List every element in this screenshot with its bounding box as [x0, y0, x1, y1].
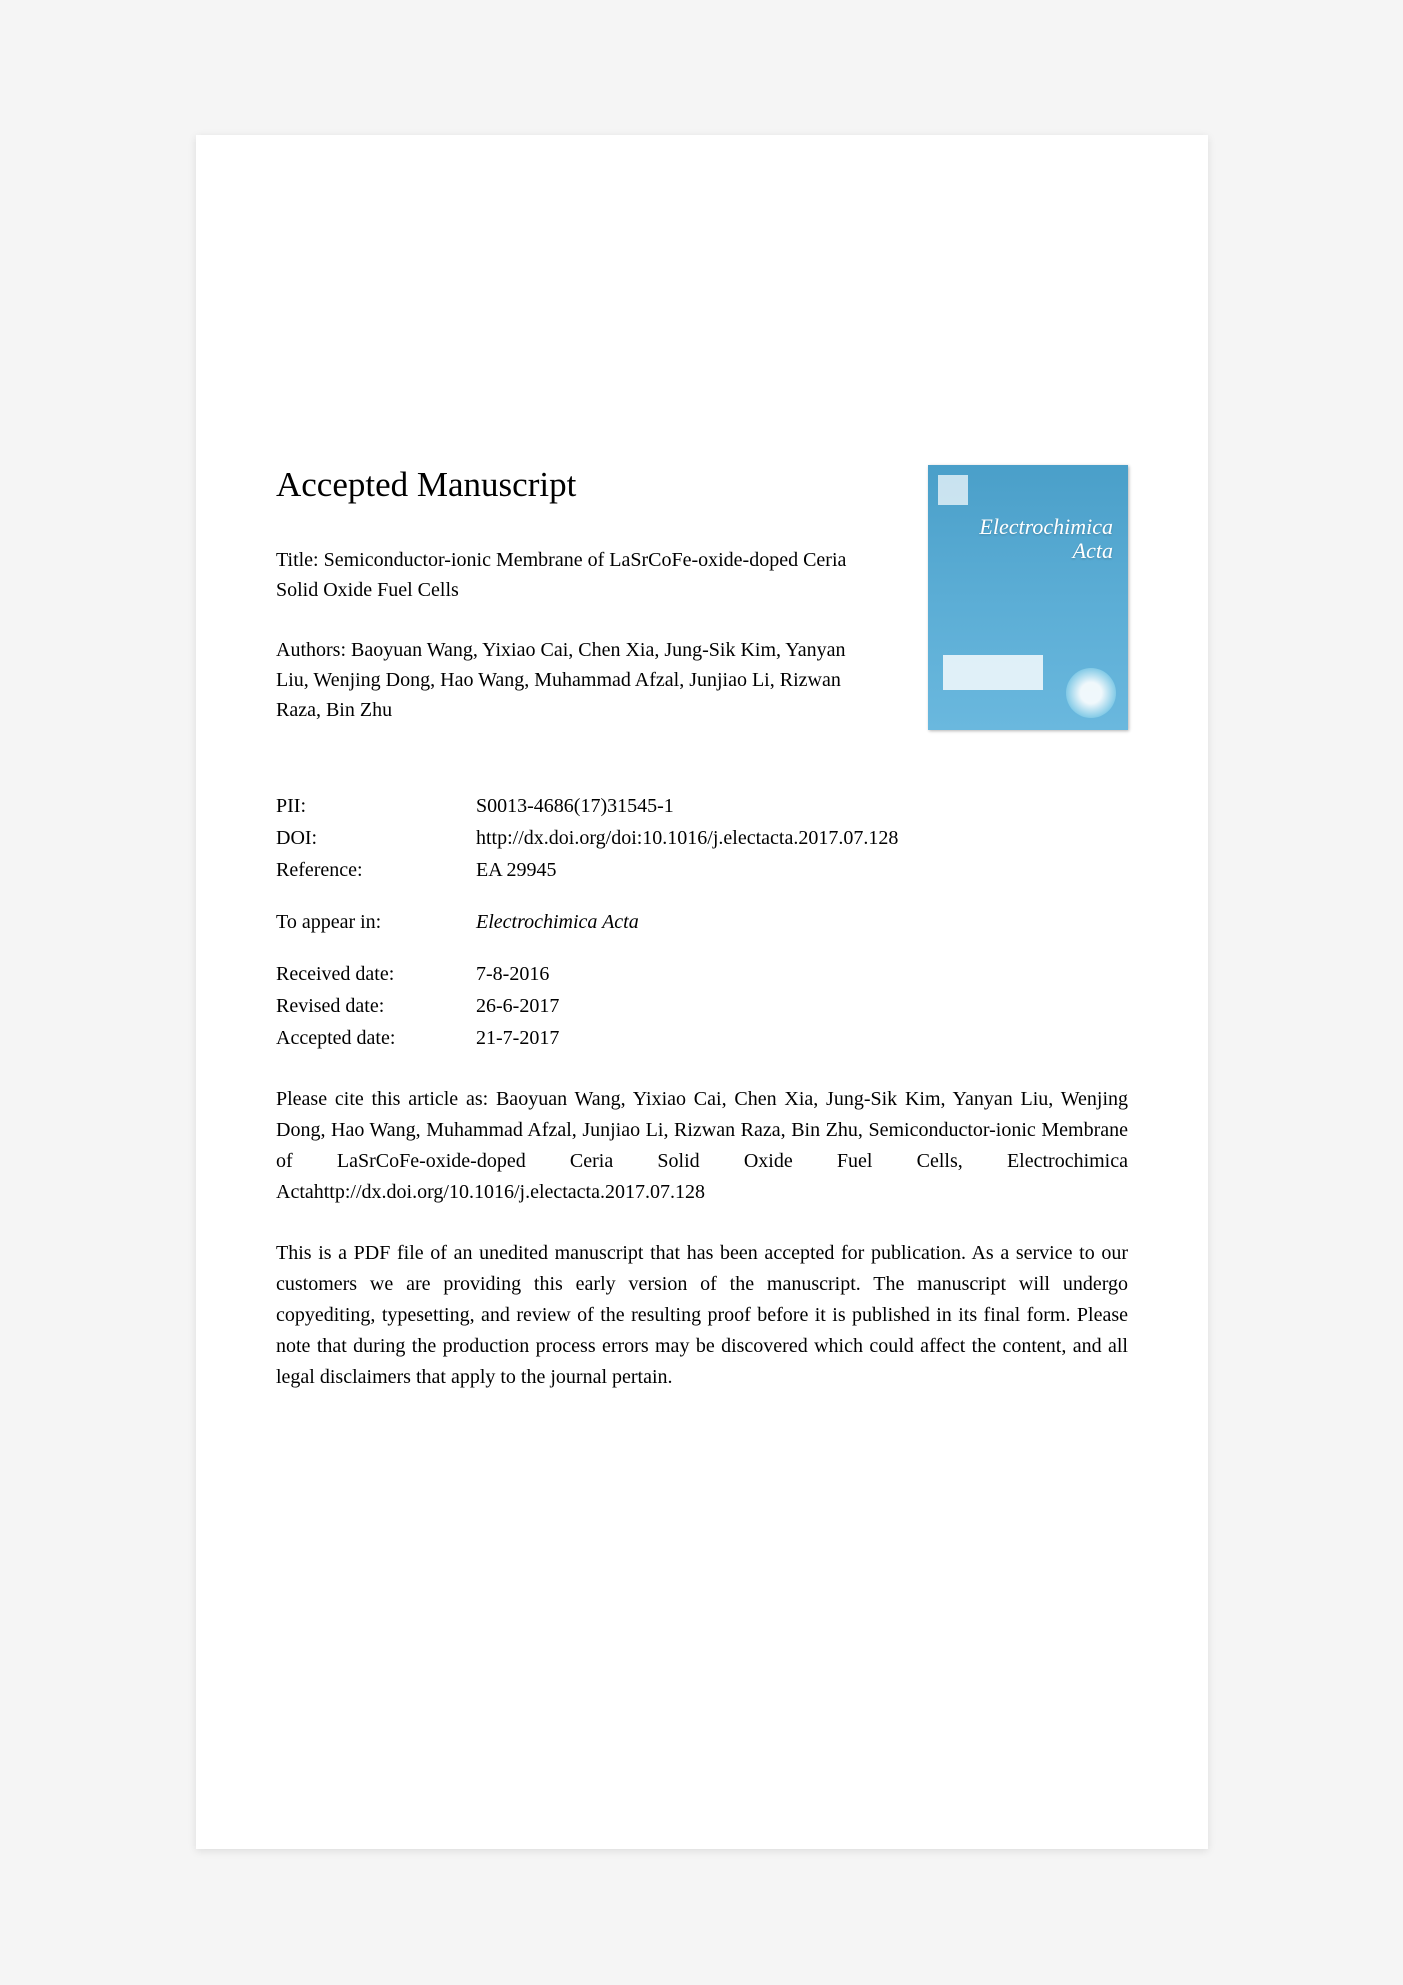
paper-page: Accepted Manuscript Title: Semiconductor…	[196, 135, 1208, 1849]
doi-label: DOI:	[276, 822, 476, 854]
cover-journal-name-line1: Electrochimica	[979, 514, 1113, 539]
pii-value: S0013-4686(17)31545-1	[476, 790, 1128, 822]
metadata-row-revised: Revised date: 26-6-2017	[276, 990, 1128, 1022]
metadata-row-accepted: Accepted date: 21-7-2017	[276, 1022, 1128, 1054]
received-value: 7-8-2016	[476, 958, 1128, 990]
disclaimer-text: This is a PDF file of an unedited manusc…	[276, 1238, 1128, 1393]
manuscript-heading: Accepted Manuscript	[276, 465, 856, 505]
cover-globe-icon	[1066, 668, 1116, 718]
metadata-row-received: Received date: 7-8-2016	[276, 958, 1128, 990]
metadata-row-reference: Reference: EA 29945	[276, 854, 1128, 886]
revised-label: Revised date:	[276, 990, 476, 1022]
toappear-label: To appear in:	[276, 906, 476, 938]
metadata-row-pii: PII: S0013-4686(17)31545-1	[276, 790, 1128, 822]
metadata-table: PII: S0013-4686(17)31545-1 DOI: http://d…	[276, 790, 1128, 1054]
spacer	[276, 886, 1128, 906]
doi-value: http://dx.doi.org/doi:10.1016/j.electact…	[476, 822, 1128, 854]
accepted-value: 21-7-2017	[476, 1022, 1128, 1054]
received-label: Received date:	[276, 958, 476, 990]
header-left-column: Accepted Manuscript Title: Semiconductor…	[276, 465, 856, 760]
spacer	[276, 938, 1128, 958]
toappear-value: Electrochimica Acta	[476, 906, 1128, 938]
cover-journal-name-line2: Acta	[1073, 538, 1113, 563]
cover-logo-icon	[938, 475, 968, 505]
content-wrapper: Accepted Manuscript Title: Semiconductor…	[196, 465, 1208, 1393]
reference-label: Reference:	[276, 854, 476, 886]
pii-label: PII:	[276, 790, 476, 822]
cover-journal-name: Electrochimica Acta	[979, 515, 1113, 563]
cover-publisher-box	[943, 655, 1043, 690]
article-authors: Authors: Baoyuan Wang, Yixiao Cai, Chen …	[276, 635, 856, 725]
article-title: Title: Semiconductor-ionic Membrane of L…	[276, 545, 856, 605]
metadata-row-toappear: To appear in: Electrochimica Acta	[276, 906, 1128, 938]
revised-value: 26-6-2017	[476, 990, 1128, 1022]
metadata-row-doi: DOI: http://dx.doi.org/doi:10.1016/j.ele…	[276, 822, 1128, 854]
citation-text: Please cite this article as: Baoyuan Wan…	[276, 1084, 1128, 1208]
accepted-label: Accepted date:	[276, 1022, 476, 1054]
header-row: Accepted Manuscript Title: Semiconductor…	[276, 465, 1128, 760]
cover-title-area: Electrochimica Acta	[979, 515, 1113, 563]
journal-cover-thumbnail: Electrochimica Acta	[928, 465, 1128, 730]
reference-value: EA 29945	[476, 854, 1128, 886]
